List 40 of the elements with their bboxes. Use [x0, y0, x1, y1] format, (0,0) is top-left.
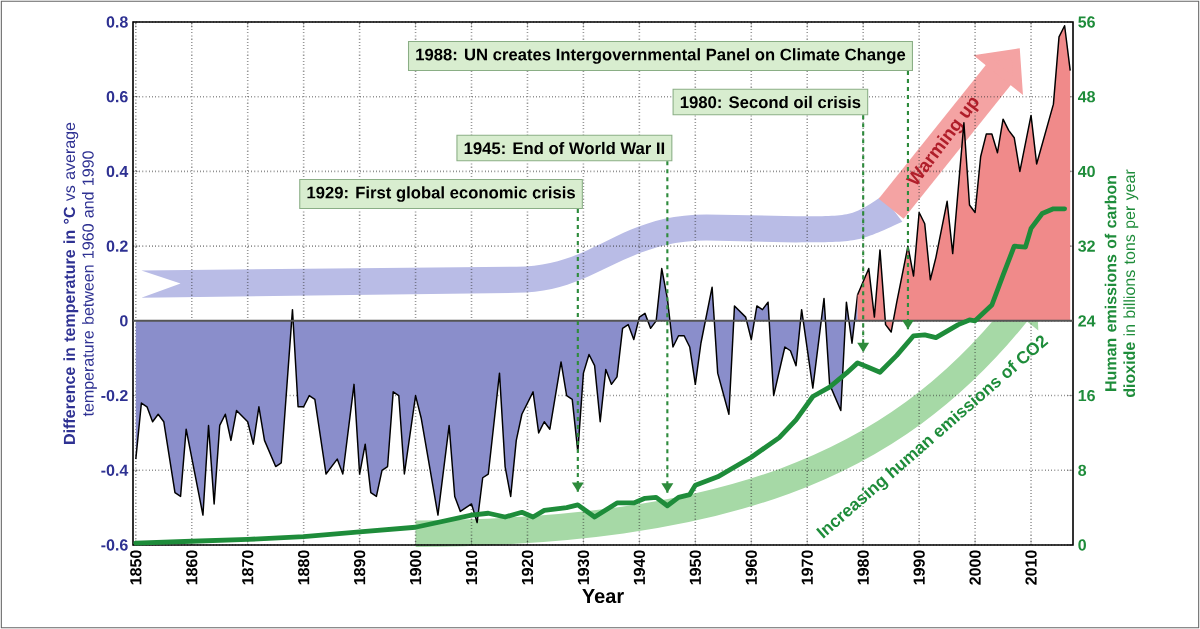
y2-tick-label: 8 [1078, 464, 1087, 476]
y2-tick-label: 16 [1078, 389, 1095, 402]
x-tick-label: 2010 [1025, 550, 1037, 585]
x-tick-label: 1980 [857, 550, 869, 585]
x-tick-label: 1990 [913, 550, 925, 585]
x-tick-label: 1880 [298, 550, 310, 585]
ref-line-label: 1980: Second oil crisis [680, 95, 861, 109]
y2-tick-label: 24 [1078, 315, 1096, 327]
y-axis-title: Difference in temperature in °C vs average temperature between 1960 and 1990 [63, 122, 97, 444]
y2-tick-label: 0 [1078, 539, 1086, 551]
x-tick-label: 1900 [409, 550, 422, 585]
y2-tick-label: 32 [1078, 240, 1095, 252]
y2-tick-label: 48 [1077, 91, 1096, 103]
x-tick-label: 1930 [577, 550, 590, 585]
x-axis-title: Year [582, 589, 624, 604]
ref-line-label: 1988: UN creates Intergovernmental Panel on Climate Change [416, 48, 906, 64]
x-tick-label: 1860 [186, 550, 198, 585]
y-tick-label: 0.6 [106, 91, 128, 103]
x-tick-label: 1920 [521, 550, 534, 585]
x-tick-label: 1940 [633, 550, 646, 585]
x-tick-label: 1960 [745, 550, 757, 585]
x-tick-label: 1910 [465, 550, 478, 585]
y-tick-label: -0.6 [101, 539, 128, 551]
y-tick-label: 0.4 [106, 165, 129, 178]
x-tick-label: 2000 [969, 550, 981, 585]
ref-line-label: 1929: First global economic crisis [307, 186, 575, 202]
ref-line-label: 1945: End of World War II [464, 141, 665, 155]
x-tick-label: 1950 [689, 550, 701, 585]
y-tick-label: 0.8 [106, 16, 128, 28]
y2-tick-label: 56 [1078, 16, 1095, 28]
y-tick-label: 0 [120, 315, 128, 327]
y-tick-label: -0.2 [101, 389, 128, 402]
x-tick-label: 1890 [353, 550, 366, 585]
y-tick-label: 0.2 [106, 240, 128, 252]
y2-axis-title: Human emissions of carbon dioxide in billions tons per year [1104, 169, 1139, 398]
x-tick-label: 1970 [801, 550, 813, 585]
y-tick-label: -0.4 [101, 464, 129, 476]
y2-tick-label: 40 [1077, 165, 1095, 178]
x-tick-label: 1850 [130, 550, 142, 585]
x-tick-label: 1870 [242, 550, 254, 585]
